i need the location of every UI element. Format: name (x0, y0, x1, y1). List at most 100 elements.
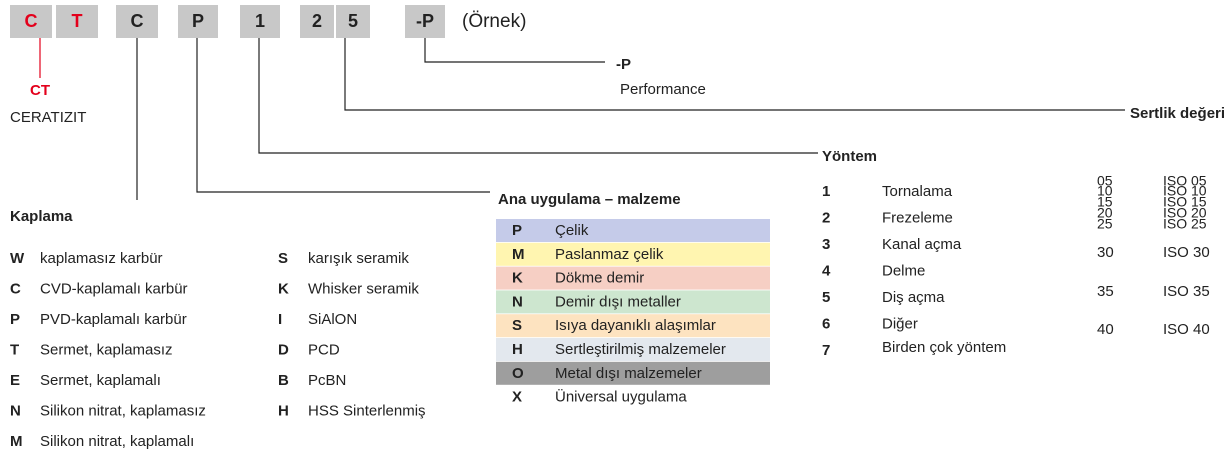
hardness-value: 15 (1097, 194, 1113, 210)
material-row (496, 219, 770, 242)
hardness-label: ISO 40 (1163, 321, 1210, 338)
material-label: Demir dışı metaller (555, 293, 681, 310)
coating-code: S (278, 250, 288, 267)
hardness-value: 30 (1097, 244, 1114, 261)
material-code: S (512, 317, 522, 334)
coating-label: HSS Sinterlenmiş (308, 402, 426, 419)
material-label: Isıya dayanıklı alaşımlar (555, 317, 716, 334)
method-label: Delme (882, 262, 925, 279)
hardness-value: 25 (1097, 216, 1113, 232)
hardness-label: ISO 30 (1163, 244, 1210, 261)
coating-code: B (278, 372, 289, 389)
coating-label: karışık seramik (308, 250, 409, 267)
coating-code: C (10, 280, 21, 297)
material-code: M (512, 246, 525, 263)
code-letter: C (131, 11, 144, 31)
material-row (496, 314, 770, 338)
coating-label: PcBN (308, 372, 346, 389)
coating-code: D (278, 341, 289, 358)
code-box (56, 5, 98, 38)
coating-code: H (278, 402, 289, 419)
hardness-label: ISO 05 (1163, 173, 1207, 189)
hardness-title: Sertlik değeri (1130, 105, 1225, 122)
hardness-label: ISO 35 (1163, 283, 1210, 300)
material-label: Üniversal uygulama (555, 388, 687, 406)
method-code: 2 (822, 209, 830, 226)
coating-code: N (10, 402, 21, 419)
method-label: Kanal açma (882, 236, 962, 253)
coating-label: Whisker seramik (308, 280, 419, 297)
code-letter: 2 (312, 11, 322, 31)
material-label: Metal dışı malzemeler (555, 365, 702, 382)
material-row (496, 385, 770, 409)
method-label: Diş açma (882, 289, 945, 306)
coating-label: Sermet, kaplamasız (40, 341, 173, 358)
code-letter: 5 (348, 11, 358, 31)
code-box (116, 5, 158, 38)
code-letter: C (25, 11, 38, 31)
hardness-value: 40 (1097, 321, 1114, 338)
material-label: Paslanmaz çelik (555, 246, 664, 263)
material-row (496, 338, 770, 361)
hardness-label: ISO 15 (1163, 194, 1207, 210)
material-code: X (512, 389, 522, 406)
coating-label: PCD (308, 341, 340, 358)
coating-label: SiAlON (308, 311, 357, 328)
material-row (496, 290, 770, 314)
coating-code: W (10, 250, 25, 267)
brand-code: CT (30, 82, 50, 99)
material-row (496, 242, 770, 266)
method-code: 7 (822, 342, 830, 359)
method-label: Birden çok yöntem (882, 339, 1006, 356)
code-box (10, 5, 52, 38)
method-code: 6 (822, 315, 830, 332)
application-title: Ana uygulama – malzeme (498, 191, 681, 208)
method-label: Tornalama (882, 183, 953, 200)
material-code: N (512, 293, 523, 310)
method-label: Diğer (882, 315, 918, 332)
code-letter: 1 (255, 11, 265, 31)
example: (Örnek) (462, 11, 526, 32)
coating-code: I (278, 311, 282, 328)
coating-label: Silikon nitrat, kaplamasız (40, 402, 206, 419)
hardness-value: 35 (1097, 283, 1114, 300)
coating-label: kaplamasız karbür (40, 250, 163, 267)
hardness-value: 20 (1097, 205, 1113, 221)
method-code: 5 (822, 289, 830, 306)
connector (258, 38, 818, 154)
hardness-label: ISO 10 (1163, 183, 1207, 199)
material-label: Sertleştirilmiş malzemeler (555, 341, 726, 358)
connector (196, 38, 490, 193)
coating-code: K (278, 280, 289, 297)
hardness-value: 05 (1097, 173, 1113, 189)
method-code: 1 (822, 183, 830, 200)
code-letter: T (72, 11, 83, 31)
material-row (496, 361, 770, 385)
material-row (496, 266, 770, 290)
coating-label: Sermet, kaplamalı (40, 372, 161, 389)
material-code: H (512, 341, 523, 358)
coating-label: Silikon nitrat, kaplamalı (40, 433, 194, 450)
method-title: Yöntem (822, 148, 877, 165)
coating-code: E (10, 372, 20, 389)
coating-code: P (10, 311, 20, 328)
hardness-value: 10 (1097, 183, 1113, 199)
material-label: Çelik (555, 222, 589, 239)
brand-name: CERATIZIT (10, 109, 86, 126)
connector (344, 38, 1125, 111)
coating-code: T (10, 341, 19, 358)
hardness-label: ISO 20 (1163, 205, 1207, 221)
code-box (336, 5, 370, 38)
material-code: P (512, 222, 522, 239)
connector (424, 38, 605, 63)
method-label: Frezeleme (882, 209, 953, 226)
material-code: O (512, 365, 524, 382)
coating-label: PVD-kaplamalı karbür (40, 311, 187, 328)
material-label: Dökme demir (555, 270, 644, 287)
code-box (300, 5, 334, 38)
coating-code: M (10, 433, 23, 450)
code-box (405, 5, 445, 38)
code-box (178, 5, 218, 38)
